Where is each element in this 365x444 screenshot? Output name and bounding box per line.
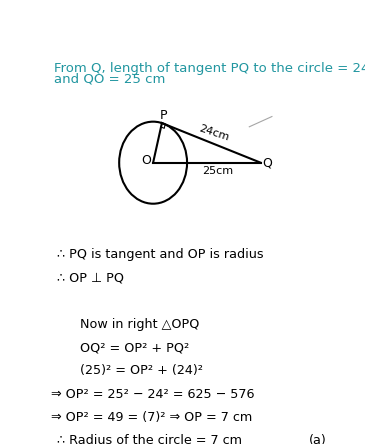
Text: 24cm: 24cm [198,123,230,142]
Text: (25)² = OP² + (24)²: (25)² = OP² + (24)² [80,365,203,377]
Text: From Q, length of tangent PQ to the circle = 24 cm: From Q, length of tangent PQ to the circ… [54,62,365,75]
Text: P: P [160,109,167,122]
Text: ∴ OP ⊥ PQ: ∴ OP ⊥ PQ [57,271,124,285]
Text: O: O [141,155,151,167]
Text: Q: Q [262,156,272,169]
Text: 25cm: 25cm [203,166,234,176]
Text: ∴ PQ is tangent and OP is radius: ∴ PQ is tangent and OP is radius [57,248,264,261]
Text: ⇒ OP² = 25² − 24² = 625 − 576: ⇒ OP² = 25² − 24² = 625 − 576 [51,388,255,400]
Text: ∴ Radius of the circle = 7 cm: ∴ Radius of the circle = 7 cm [57,434,242,444]
Text: (a): (a) [309,434,326,444]
Text: Now in right △OPQ: Now in right △OPQ [80,318,199,331]
Text: ⇒ OP² = 49 = (7)² ⇒ OP = 7 cm: ⇒ OP² = 49 = (7)² ⇒ OP = 7 cm [51,411,253,424]
Text: OQ² = OP² + PQ²: OQ² = OP² + PQ² [80,341,189,354]
Text: and QO = 25 cm: and QO = 25 cm [54,72,165,85]
